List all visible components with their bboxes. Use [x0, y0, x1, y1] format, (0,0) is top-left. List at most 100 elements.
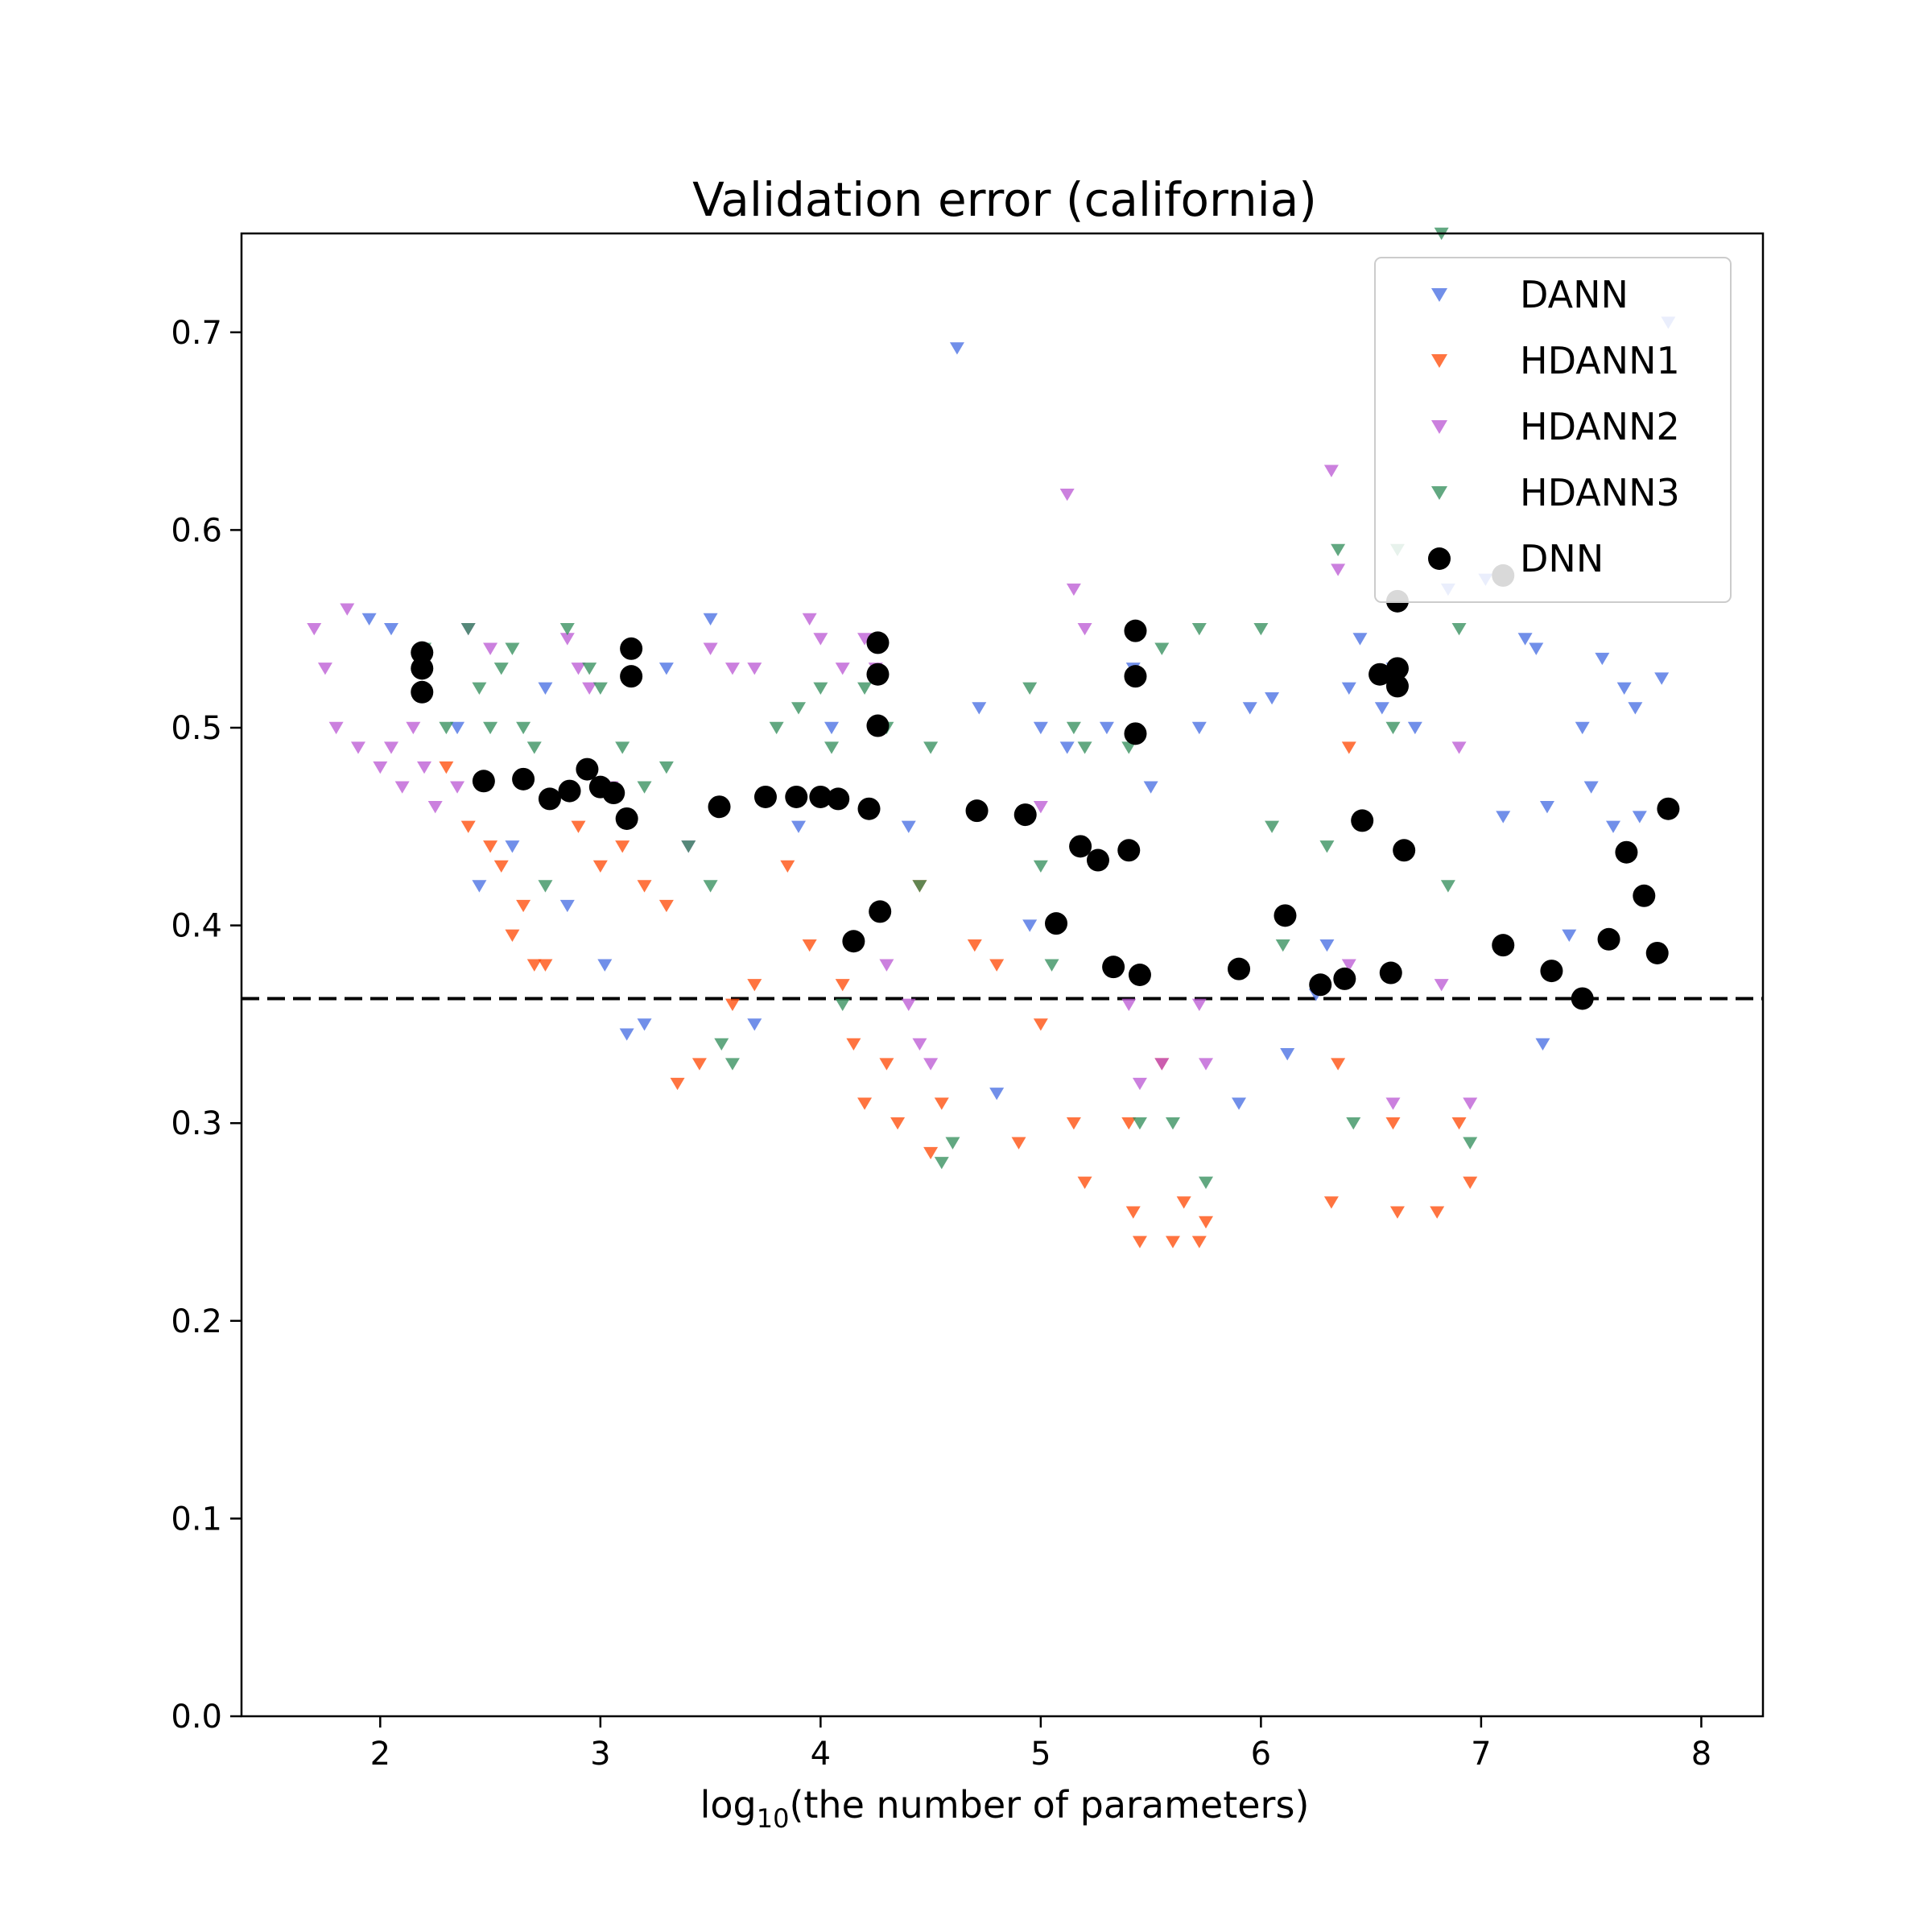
hdann3-point-46 — [1331, 543, 1346, 557]
hdann1-point-39 — [1191, 1236, 1207, 1249]
hdann1-point-16 — [747, 979, 762, 992]
hdann2-point-19 — [703, 642, 718, 655]
dnn-point-51 — [1615, 840, 1638, 864]
dnn-point-37 — [1309, 973, 1332, 997]
hdann2-point-42 — [1341, 959, 1356, 972]
dnn-point-38 — [1333, 967, 1356, 990]
dann-point-32 — [1341, 682, 1356, 695]
hdann3-point-7 — [516, 721, 531, 735]
dann-point-41 — [1529, 642, 1544, 655]
x-tick-label-6: 8 — [1691, 1736, 1711, 1773]
dann-point-13 — [791, 820, 806, 833]
y-tick-label-2: 0.2 — [171, 1303, 222, 1340]
dann-point-36 — [1407, 721, 1422, 735]
dann-point-44 — [1562, 929, 1577, 942]
hdann2-point-41 — [1331, 564, 1346, 576]
hdann1-point-37 — [1165, 1236, 1180, 1249]
hdann3-point-23 — [824, 741, 840, 754]
dnn-point-19 — [857, 797, 881, 820]
x-axis-label-subscript: 10 — [757, 1803, 790, 1834]
hdann3-point-12 — [592, 682, 608, 695]
hdann2-point-44 — [1434, 979, 1449, 992]
hdann3-point-40 — [1191, 623, 1207, 636]
dnn-point-52 — [1633, 884, 1656, 907]
hdann3-point-53 — [1463, 1137, 1478, 1150]
hdann3-point-33 — [1044, 959, 1059, 972]
dnn-point-20 — [866, 631, 890, 654]
hdann1-point-47 — [1451, 1117, 1467, 1130]
dnn-point-0 — [411, 641, 434, 664]
hdann1-point-42 — [1331, 1058, 1346, 1071]
legend-label-hdann1: HDANN1 — [1520, 339, 1680, 382]
dann-point-31 — [1319, 939, 1335, 952]
legend-label-dnn: DNN — [1520, 537, 1604, 580]
hdann3-point-36 — [1121, 741, 1137, 754]
hdann3-point-9 — [538, 880, 553, 893]
hdann2-point-13 — [483, 642, 498, 655]
hdann3-point-2 — [460, 623, 476, 636]
hdann1-point-45 — [1389, 1206, 1405, 1219]
x-tick-label-3: 5 — [1030, 1736, 1051, 1773]
legend-marker-dnn — [1428, 547, 1451, 570]
hdann2-point-36 — [1132, 1077, 1147, 1091]
hdann1-point-10 — [615, 840, 630, 853]
hdann3-point-35 — [1077, 741, 1092, 754]
hdann2-point-46 — [1463, 1097, 1478, 1110]
hdann3-point-29 — [934, 1157, 949, 1170]
hdann2-point-21 — [747, 663, 762, 675]
dnn-point-18 — [842, 930, 865, 953]
hdann2-point-30 — [923, 1058, 939, 1071]
hdann2-point-35 — [1121, 998, 1137, 1011]
hdann1-point-46 — [1430, 1206, 1445, 1219]
legend-label-hdann3: HDANN3 — [1520, 471, 1680, 514]
hdann2-point-37 — [1154, 1058, 1170, 1071]
dnn-point-39 — [1351, 809, 1374, 832]
hdann3-point-24 — [835, 998, 850, 1011]
dann-point-5 — [538, 682, 553, 695]
dnn-point-30 — [1117, 839, 1141, 862]
dnn-point-23 — [869, 900, 892, 923]
x-tick-label-4: 6 — [1251, 1736, 1271, 1773]
y-tick-label-5: 0.5 — [171, 710, 222, 747]
x-tick-label-0: 2 — [370, 1736, 390, 1773]
dnn-point-24 — [965, 799, 989, 823]
dann-point-42 — [1535, 1038, 1550, 1051]
dnn-point-14 — [753, 785, 777, 808]
dnn-point-4 — [512, 767, 535, 791]
hdann1-point-5 — [516, 899, 531, 913]
dann-point-6 — [559, 899, 575, 913]
hdann3-point-52 — [1451, 623, 1467, 636]
hdann3-point-32 — [1033, 860, 1048, 873]
hdann1-point-0 — [439, 761, 454, 774]
dnn-point-45 — [1393, 839, 1416, 862]
dnn-point-3 — [472, 770, 495, 793]
x-tick-label-1: 3 — [590, 1736, 610, 1773]
hdann2-point-5 — [373, 761, 388, 774]
hdann1-point-18 — [802, 939, 817, 952]
hdann1-point-41 — [1323, 1196, 1339, 1209]
hdann1-point-21 — [857, 1097, 873, 1110]
dnn-point-17 — [827, 787, 850, 811]
hdann1-point-33 — [1121, 1117, 1137, 1130]
dnn-point-21 — [866, 663, 890, 686]
dann-point-28 — [1265, 691, 1280, 705]
hdann1-point-20 — [846, 1038, 861, 1051]
dnn-point-41 — [1379, 961, 1402, 985]
legend: DANN HDANN1 HDANN2 HDANN3 DNN — [1374, 257, 1732, 603]
hdann2-point-10 — [427, 801, 443, 814]
dann-point-22 — [1099, 721, 1114, 735]
dann-point-45 — [1575, 721, 1590, 735]
hdann3-point-39 — [1165, 1117, 1180, 1130]
dann-point-26 — [1232, 1097, 1247, 1110]
hdann3-point-4 — [483, 721, 498, 735]
hdann2-point-45 — [1451, 741, 1467, 754]
dnn-point-32 — [1124, 665, 1147, 688]
hdann2-point-22 — [802, 613, 817, 626]
dann-point-15 — [901, 820, 916, 833]
hdann1-point-14 — [691, 1058, 707, 1071]
legend-box — [1374, 257, 1732, 603]
dnn-point-48 — [1540, 960, 1563, 983]
hdann1-point-35 — [1132, 1236, 1147, 1249]
hdann1-point-28 — [989, 959, 1005, 972]
